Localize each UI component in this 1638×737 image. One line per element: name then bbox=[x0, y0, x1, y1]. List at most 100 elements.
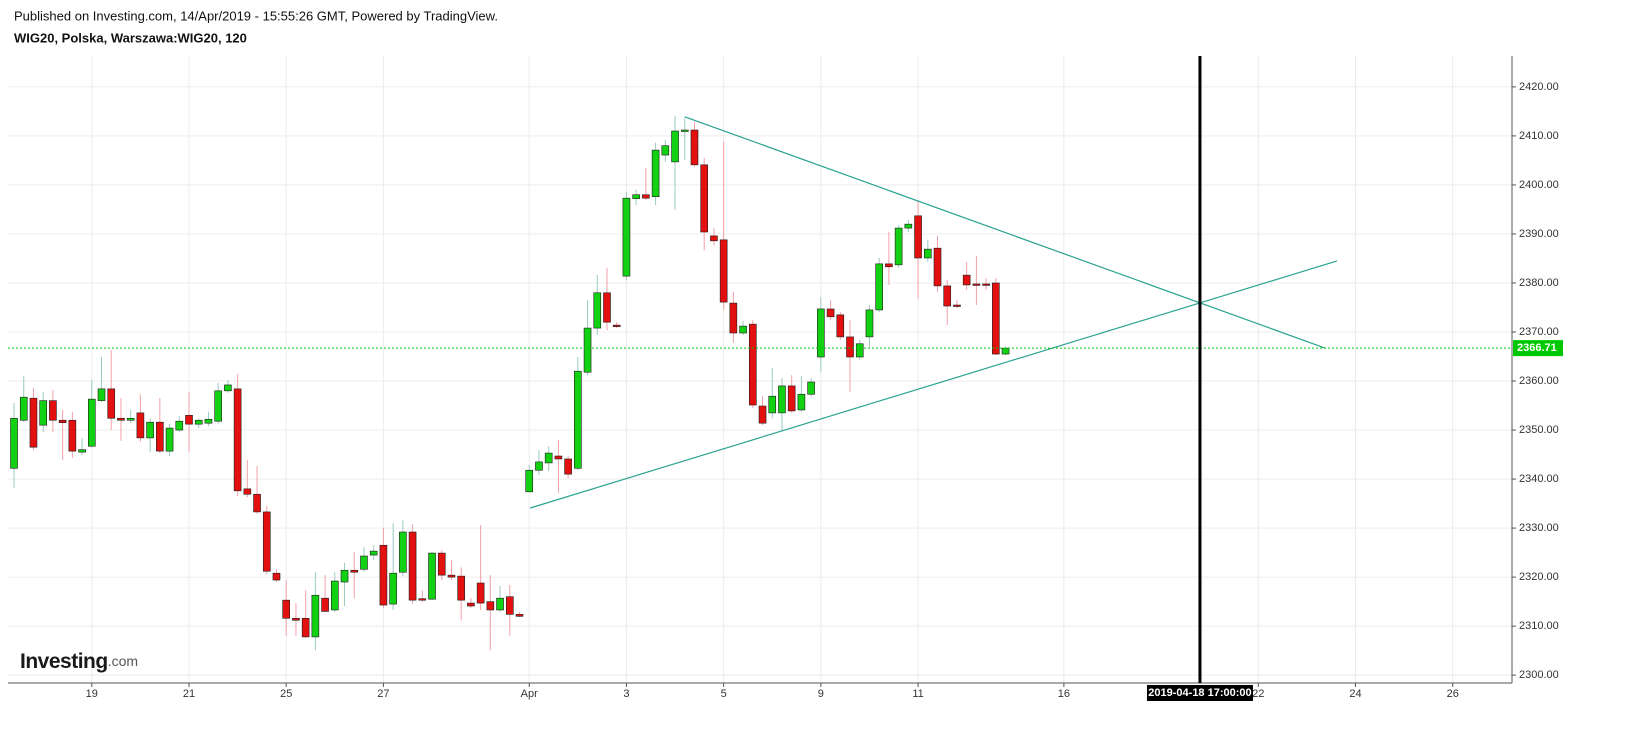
trendline bbox=[684, 116, 1326, 349]
logo-suffix: .com bbox=[108, 653, 138, 669]
candle-body bbox=[651, 149, 660, 197]
candle-body bbox=[855, 343, 864, 358]
candle-body bbox=[185, 415, 193, 425]
candle-body bbox=[642, 194, 650, 199]
candle-body bbox=[992, 282, 1000, 355]
candle-body bbox=[58, 419, 67, 423]
y-tick-label: 2400.00 bbox=[1519, 179, 1559, 191]
candle-body bbox=[282, 599, 291, 619]
candle-body bbox=[914, 215, 922, 259]
candle-body bbox=[749, 323, 757, 406]
candle-body bbox=[156, 421, 164, 452]
candle-body bbox=[19, 396, 28, 421]
candle-body bbox=[894, 227, 903, 266]
x-tick-label: Apr bbox=[521, 688, 538, 700]
candle-body bbox=[224, 384, 232, 392]
candle-body bbox=[923, 248, 932, 259]
candle-body bbox=[807, 381, 815, 395]
last-price-box bbox=[1513, 340, 1563, 357]
candle-body bbox=[564, 458, 572, 475]
candle-body bbox=[243, 488, 252, 495]
candle-body bbox=[836, 314, 845, 338]
candle-body bbox=[331, 580, 339, 611]
candle-body bbox=[1001, 347, 1010, 355]
candle-body bbox=[350, 569, 359, 573]
crosshair-label-box bbox=[1146, 685, 1253, 701]
candle-body bbox=[778, 385, 786, 414]
candle-body bbox=[29, 397, 38, 448]
candle-body bbox=[544, 452, 553, 464]
candle-body bbox=[97, 388, 106, 401]
candle-body bbox=[49, 400, 57, 421]
candle-body bbox=[554, 455, 563, 460]
candle-body bbox=[301, 617, 310, 638]
x-tick-label: 25 bbox=[280, 688, 292, 700]
y-tick-label: 2390.00 bbox=[1519, 228, 1559, 240]
candle-body bbox=[146, 421, 154, 439]
candle-body bbox=[126, 417, 135, 421]
candle-body bbox=[612, 324, 621, 327]
trendline bbox=[530, 260, 1338, 509]
candle-body bbox=[797, 393, 806, 411]
candle-body bbox=[136, 412, 145, 439]
candle-body bbox=[865, 309, 874, 338]
x-tick-label: 9 bbox=[818, 688, 824, 700]
candle-body bbox=[486, 601, 495, 611]
candle-body bbox=[768, 395, 777, 414]
candle-body bbox=[467, 602, 475, 607]
candle-body bbox=[233, 388, 242, 492]
candle-body bbox=[846, 336, 854, 358]
candle-body bbox=[447, 574, 456, 578]
logo-main: Investing bbox=[20, 650, 108, 673]
x-tick-label: 21 bbox=[183, 688, 195, 700]
x-tick-label: 24 bbox=[1349, 688, 1361, 700]
candle-body bbox=[885, 263, 893, 268]
y-tick-label: 2360.00 bbox=[1519, 375, 1559, 387]
candle-body bbox=[457, 575, 465, 601]
candle-body bbox=[904, 223, 913, 229]
candle-body bbox=[360, 555, 368, 570]
candle-body bbox=[671, 130, 679, 163]
candle-body bbox=[515, 614, 524, 617]
y-tick-label: 2410.00 bbox=[1519, 130, 1559, 142]
candle-body bbox=[787, 385, 796, 412]
x-tick-label: 22 bbox=[1252, 688, 1264, 700]
candle-body bbox=[933, 247, 942, 287]
candle-body bbox=[437, 552, 446, 576]
candle-body bbox=[340, 569, 349, 583]
candle-body bbox=[214, 390, 222, 422]
published-note: Published on Investing.com, 14/Apr/2019 … bbox=[14, 8, 498, 23]
candle-body bbox=[826, 308, 835, 318]
candle-body bbox=[272, 572, 281, 581]
y-tick-label: 2320.00 bbox=[1519, 571, 1559, 583]
x-tick-label: 5 bbox=[721, 688, 727, 700]
candle-body bbox=[476, 582, 485, 604]
candle-body bbox=[875, 263, 883, 311]
candle-body bbox=[389, 572, 397, 605]
last-price-label: 2366.71 bbox=[1517, 342, 1557, 354]
logo: Investing.com bbox=[20, 650, 138, 673]
candle-body bbox=[428, 552, 436, 600]
x-tick-label: 11 bbox=[912, 688, 923, 700]
y-tick-label: 2350.00 bbox=[1519, 424, 1559, 436]
candle-body bbox=[583, 327, 592, 373]
y-tick-label: 2310.00 bbox=[1519, 620, 1559, 632]
y-tick-label: 2380.00 bbox=[1519, 277, 1559, 289]
candle-body bbox=[379, 544, 388, 606]
candle-body bbox=[311, 594, 320, 638]
candle-body bbox=[418, 598, 427, 601]
candle-body bbox=[700, 164, 709, 233]
candle-body bbox=[535, 461, 543, 471]
candle-body bbox=[680, 129, 689, 132]
candle-body bbox=[739, 325, 747, 334]
candle-body bbox=[194, 419, 203, 425]
y-tick-label: 2370.00 bbox=[1519, 326, 1559, 338]
candle-body bbox=[292, 617, 300, 621]
candle-body bbox=[107, 388, 116, 419]
y-tick-label: 2340.00 bbox=[1519, 473, 1559, 485]
candle-body bbox=[68, 419, 77, 452]
candle-body bbox=[817, 308, 825, 358]
candle-body bbox=[525, 469, 534, 493]
